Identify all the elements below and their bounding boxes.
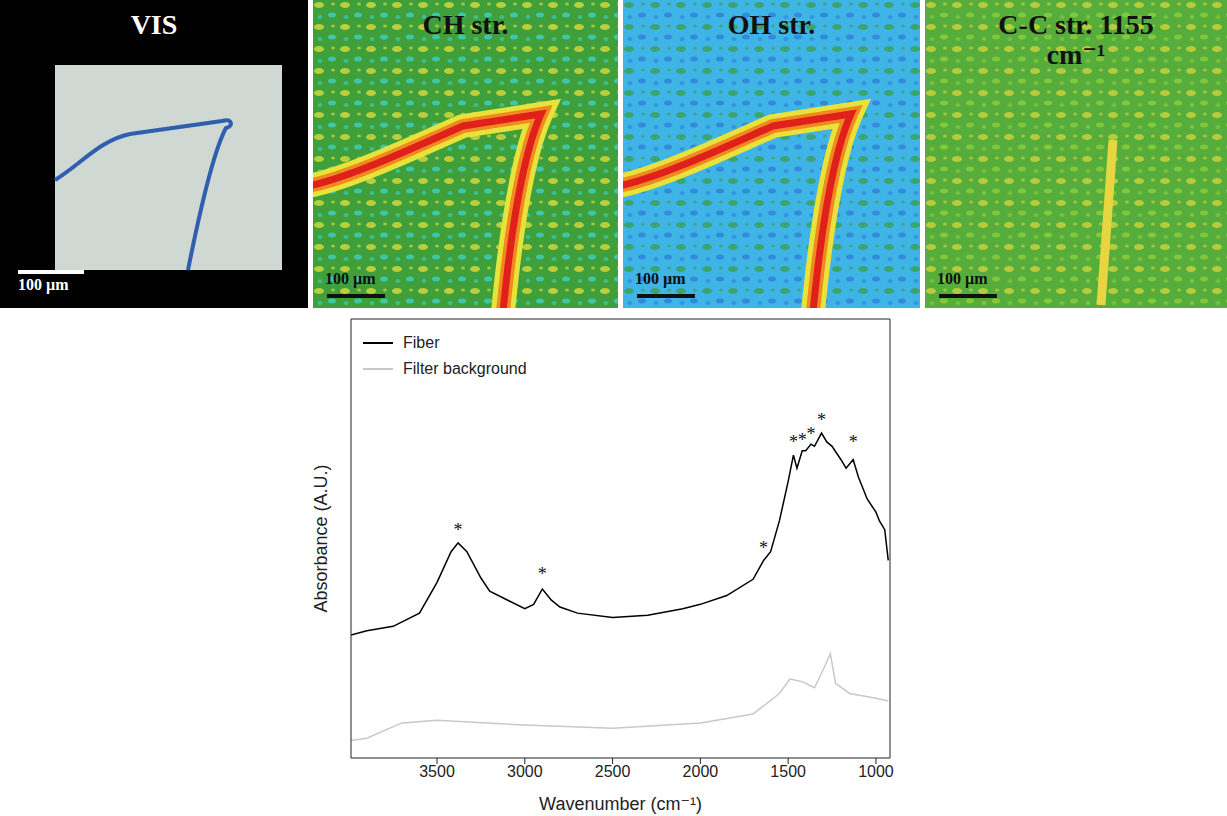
svg-text:*: * — [817, 410, 826, 430]
html-text:Fiber: Fiber — [403, 334, 440, 351]
html-text:100 µm: 100 µm — [937, 270, 988, 287]
html-text:100 µm: 100 µm — [635, 270, 686, 287]
html-text:CH str.: CH str. — [422, 9, 509, 40]
svg-text:*: * — [789, 432, 798, 452]
svg-text:*: * — [806, 424, 815, 444]
svg-text:Wavenumber (cm⁻¹): Wavenumber (cm⁻¹) — [539, 794, 702, 814]
html-text:C-C str. 1155 cm⁻¹: C-C str. 1155 cm⁻¹ — [998, 9, 1154, 70]
svg-text:3500: 3500 — [419, 763, 455, 780]
html-text:VIS: VIS — [130, 9, 178, 40]
svg-text:1000: 1000 — [858, 763, 894, 780]
svg-text:3000: 3000 — [507, 763, 543, 780]
svg-text:2000: 2000 — [683, 763, 719, 780]
svg-text:*: * — [849, 432, 858, 452]
svg-text:*: * — [798, 430, 807, 450]
svg-text:1500: 1500 — [770, 763, 806, 780]
svg-text:*: * — [538, 564, 547, 584]
html-text:100 µm: 100 µm — [18, 276, 69, 293]
html-text:Filter background: Filter background — [403, 360, 527, 377]
svg-text:*: * — [759, 538, 768, 558]
svg-text:*: * — [454, 520, 463, 540]
svg-text:2500: 2500 — [595, 763, 631, 780]
html-text:100 µm: 100 µm — [325, 270, 376, 287]
svg-text:Absorbance (A.U.): Absorbance (A.U.) — [311, 464, 331, 612]
html-text:OH str.: OH str. — [727, 9, 816, 40]
